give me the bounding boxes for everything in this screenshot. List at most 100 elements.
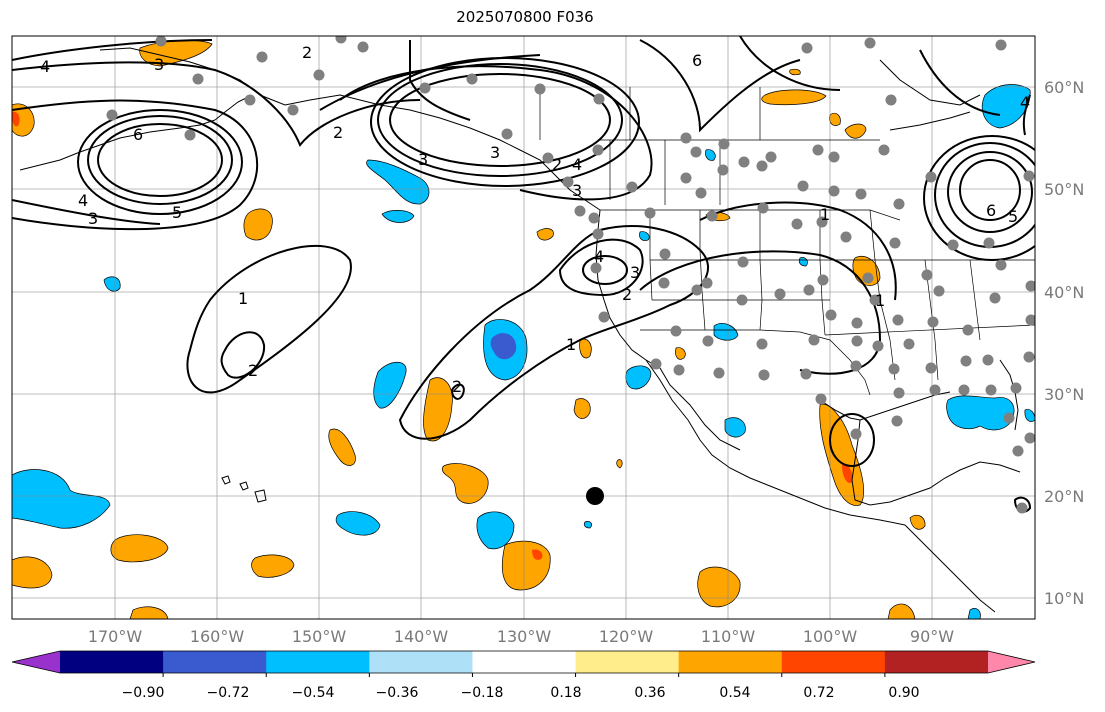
- station-dot: [828, 151, 840, 163]
- station-dot: [588, 212, 600, 224]
- longitude-labels: 170°W 160°W 150°W 140°W 130°W 120°W 110°…: [88, 627, 954, 646]
- station-dot: [718, 138, 730, 150]
- colorbar-outline: [11, 650, 1036, 674]
- contour-label: 2: [248, 361, 258, 380]
- colorbar-swatch: [369, 651, 473, 673]
- station-dot: [192, 73, 204, 85]
- station-dot: [878, 144, 890, 156]
- station-dot: [702, 335, 714, 347]
- station-dot: [1025, 280, 1035, 292]
- station-dot: [466, 73, 478, 85]
- colorbar-tick-label: 0.36: [634, 685, 665, 701]
- station-dot: [869, 294, 881, 306]
- station-dot: [1003, 412, 1015, 424]
- station-dot: [287, 104, 299, 116]
- lat-label: 50°N: [1044, 180, 1084, 199]
- station-dot: [590, 262, 602, 274]
- lon-label: 90°W: [910, 627, 954, 646]
- station-dot: [828, 185, 840, 197]
- station-dot: [816, 216, 828, 228]
- colorbar-tick-label: −0.18: [461, 685, 504, 701]
- contour-label: 3: [630, 263, 640, 282]
- contour-label: 2: [302, 43, 312, 62]
- station-dot: [989, 292, 1001, 304]
- lat-label: 30°N: [1044, 385, 1084, 404]
- station-dot: [812, 144, 824, 156]
- station-dot: [680, 172, 692, 184]
- station-dot: [947, 239, 959, 251]
- contour-label: 3: [572, 181, 582, 200]
- station-dot: [1023, 351, 1035, 363]
- station-dot: [825, 309, 837, 321]
- station-dot: [933, 285, 945, 297]
- contour-labels: 4 3 2 6 5 4 3 2 2 3 4 3 6 1 2 2 1 3 4 2 …: [40, 43, 1030, 396]
- station-dot: [855, 188, 867, 200]
- station-dot: [800, 368, 812, 380]
- station-dot: [244, 94, 256, 106]
- station-dot: [574, 205, 586, 217]
- graticule: [12, 36, 1035, 619]
- station-dot: [925, 171, 937, 183]
- station-dot: [893, 198, 905, 210]
- station-dot: [962, 324, 974, 336]
- station-dot: [737, 256, 749, 268]
- station-dot: [562, 176, 574, 188]
- station-dot: [903, 338, 915, 350]
- colorbar-swatch: [266, 651, 370, 673]
- station-dot: [256, 51, 268, 63]
- colorbar: [11, 650, 1036, 677]
- station-dot: [335, 36, 347, 44]
- station-dots: [106, 36, 1035, 514]
- station-dot: [774, 288, 786, 300]
- station-dot: [592, 228, 604, 240]
- station-dot: [817, 274, 829, 286]
- station-dot: [690, 146, 702, 158]
- station-dot: [713, 367, 725, 379]
- shaded-anomalies: [12, 40, 1035, 619]
- colorbar-swatch: [678, 651, 783, 673]
- station-dot: [644, 207, 656, 219]
- contour-label: 1: [238, 289, 248, 308]
- contour-label: 2: [552, 155, 562, 174]
- station-dot: [701, 277, 713, 289]
- contour-label: 4: [1020, 93, 1030, 112]
- station-dot: [756, 338, 768, 350]
- station-dot: [958, 384, 970, 396]
- station-dot: [985, 384, 997, 396]
- colorbar-tick-label: −0.36: [376, 685, 419, 701]
- lon-label: 100°W: [803, 627, 858, 646]
- contour-label: 1: [875, 291, 885, 310]
- lon-label: 140°W: [394, 627, 449, 646]
- station-dot: [1024, 432, 1035, 444]
- station-dot: [801, 42, 813, 54]
- contour-label: 6: [986, 201, 996, 220]
- lat-label: 20°N: [1044, 487, 1084, 506]
- contour-label: 4: [40, 57, 50, 76]
- station-dot: [921, 269, 933, 281]
- station-dot: [357, 41, 369, 53]
- station-dot: [850, 428, 862, 440]
- colorbar-swatch: [472, 651, 577, 673]
- colorbar-tick-label: 0.90: [888, 685, 919, 701]
- contour-label: 4: [78, 191, 88, 210]
- station-dot: [864, 37, 876, 49]
- colorbar-swatch: [884, 651, 989, 673]
- colorbar-tick-label: 0.54: [719, 685, 750, 701]
- colorbar-tick-label: 0.72: [803, 685, 834, 701]
- contour-label: 4: [594, 247, 604, 266]
- station-dot: [758, 369, 770, 381]
- station-dot: [872, 340, 884, 352]
- station-dot: [717, 164, 729, 176]
- station-dot: [1023, 170, 1035, 182]
- contour-label: 6: [133, 125, 143, 144]
- station-dot: [757, 202, 769, 214]
- station-dot: [889, 237, 901, 249]
- contour-label: 3: [490, 143, 500, 162]
- station-dot: [736, 294, 748, 306]
- colorbar-tick-label: −0.72: [207, 685, 250, 701]
- station-dot: [765, 151, 777, 163]
- contour-label: 1: [820, 205, 830, 224]
- station-dot: [995, 39, 1007, 51]
- colorbar-swatch: [575, 651, 680, 673]
